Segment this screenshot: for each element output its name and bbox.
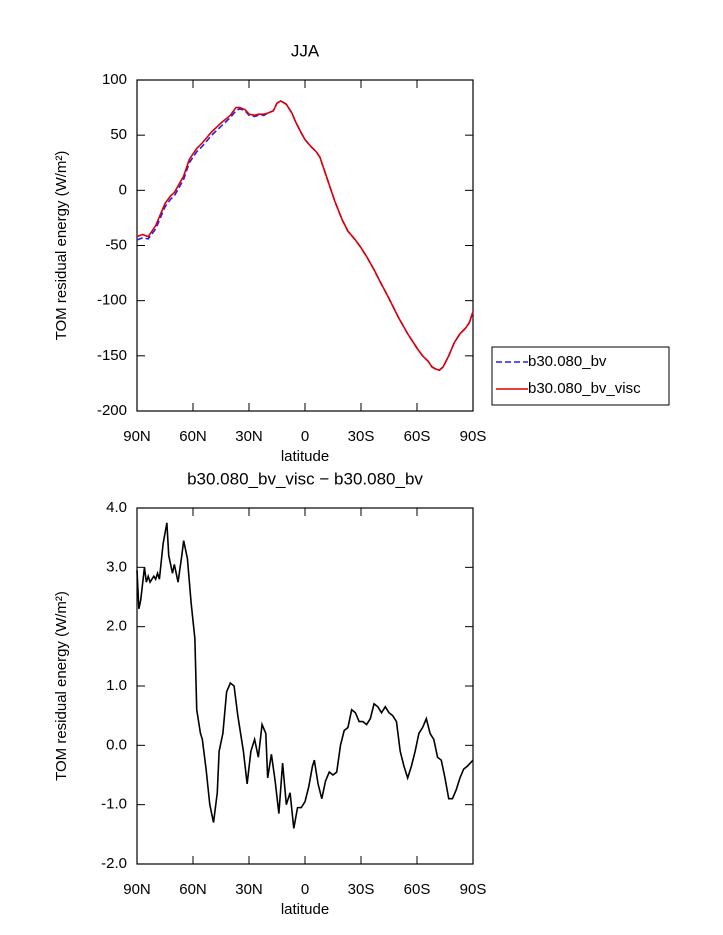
legend-label: b30.080_bv: [528, 353, 607, 370]
x-tick-label: 30N: [235, 881, 263, 898]
chart-title: b30.080_bv_visc − b30.080_bv: [187, 469, 423, 488]
y-tick-label: 0: [119, 181, 127, 198]
y-tick-label: -50: [105, 236, 127, 253]
y-axis-label: TOM residual energy (W/m²): [53, 151, 70, 341]
y-tick-label: 1.0: [106, 677, 127, 694]
y-tick-label: -2.0: [101, 855, 127, 872]
x-tick-label: 90S: [460, 428, 487, 445]
y-tick-label: -150: [97, 347, 127, 364]
x-axis-label: latitude: [281, 448, 329, 465]
x-tick-label: 90S: [460, 881, 487, 898]
x-tick-label: 30S: [348, 881, 375, 898]
y-tick-label: 2.0: [106, 618, 127, 635]
x-tick-label: 90N: [123, 881, 151, 898]
x-axis-label: latitude: [281, 901, 329, 918]
plot-frame: [136, 79, 474, 412]
x-tick-label: 0: [301, 428, 309, 445]
x-tick-label: 30S: [348, 428, 375, 445]
x-tick-label: 60N: [179, 428, 207, 445]
x-tick-label: 60S: [404, 881, 431, 898]
data-line: [136, 100, 474, 372]
x-tick-label: 90N: [123, 428, 151, 445]
y-axis-label: TOM residual energy (W/m²): [53, 591, 70, 781]
y-tick-label: 3.0: [106, 558, 127, 575]
data-line: [136, 522, 474, 829]
y-tick-label: -200: [97, 402, 127, 419]
y-tick-label: 4.0: [106, 499, 127, 516]
legend-box: [491, 346, 670, 406]
y-tick-label: 50: [110, 126, 127, 143]
y-tick-label: 0.0: [106, 736, 127, 753]
legend-label: b30.080_bv_visc: [528, 380, 641, 397]
x-tick-label: 60N: [179, 881, 207, 898]
x-tick-label: 30N: [235, 428, 263, 445]
y-tick-label: 100: [102, 71, 127, 88]
x-tick-label: 60S: [404, 428, 431, 445]
chart-title: JJA: [291, 41, 320, 60]
data-line: [136, 100, 474, 372]
x-tick-label: 0: [301, 881, 309, 898]
y-tick-label: -100: [97, 292, 127, 309]
y-tick-label: -1.0: [101, 796, 127, 813]
